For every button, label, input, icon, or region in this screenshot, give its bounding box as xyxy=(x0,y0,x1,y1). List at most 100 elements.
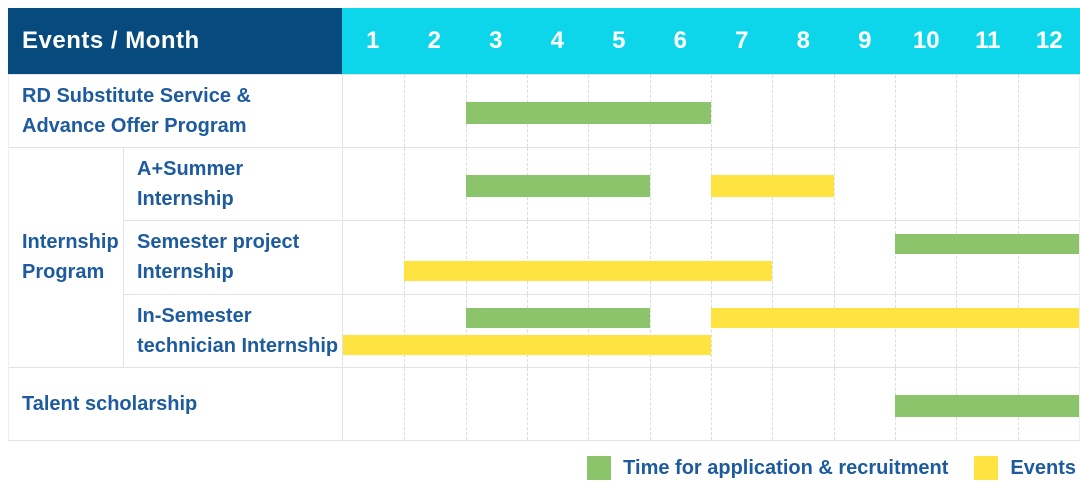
yellow-swatch-icon xyxy=(974,456,999,480)
month-gridline xyxy=(711,75,772,148)
group-label-line: Program xyxy=(22,261,105,284)
row-label-line: technician Internship xyxy=(137,334,339,357)
month-label: 7 xyxy=(735,27,749,54)
month-gridline xyxy=(711,221,772,294)
row-label: Talent scholarship xyxy=(9,367,343,440)
month-gridline xyxy=(895,221,956,294)
month-label: 1 xyxy=(366,27,380,54)
month-gridline xyxy=(527,367,588,440)
month-gridline xyxy=(711,367,772,440)
gantt-bar-green xyxy=(895,234,1079,255)
month-gridline xyxy=(772,221,833,294)
table-header: Events / Month 1 2 3 4 5 6 7 8 9 10 11 12 xyxy=(8,8,1080,74)
month-gridline xyxy=(711,294,772,367)
legend: Time for application & recruitment Event… xyxy=(0,446,1076,490)
month-label: 5 xyxy=(612,27,626,54)
row-timeline xyxy=(343,367,1079,440)
legend-label: Events xyxy=(1010,456,1076,479)
green-swatch-icon xyxy=(587,456,612,480)
month-gridline xyxy=(649,221,711,294)
month-gridline xyxy=(588,367,649,440)
month-gridline xyxy=(465,221,527,294)
group-label-internship-program: Internship Program xyxy=(9,147,124,367)
row-label-line: Advance Offer Program xyxy=(22,115,247,138)
month-gridline xyxy=(956,221,1017,294)
row-timeline xyxy=(343,221,1079,294)
month-gridline xyxy=(956,294,1017,367)
table-row: RD Substitute Service & Advance Offer Pr… xyxy=(9,74,1079,148)
month-label: 3 xyxy=(489,27,503,54)
month-label: 10 xyxy=(912,27,940,54)
month-gridline xyxy=(833,221,895,294)
table-row: A+Summer Internship xyxy=(9,147,1079,221)
month-gridline xyxy=(343,148,404,220)
month-gridline xyxy=(465,367,527,440)
month-gridline xyxy=(649,148,711,221)
header-title: Events / Month xyxy=(8,8,342,74)
month-label: 12 xyxy=(1035,27,1063,54)
row-label-line: RD Substitute Service & xyxy=(22,85,251,108)
table-row: Talent scholarship xyxy=(9,366,1079,440)
month-gridline xyxy=(527,294,588,367)
table-body: RD Substitute Service & Advance Offer Pr… xyxy=(8,74,1080,441)
month-gridline xyxy=(772,367,833,440)
row-label-line: Talent scholarship xyxy=(22,392,198,415)
month-gridline xyxy=(588,221,649,294)
table-row: Semester project Internship xyxy=(9,220,1079,294)
month-gridline xyxy=(649,367,711,440)
row-label: In-Semester technician Internship xyxy=(124,294,343,367)
month-gridline xyxy=(895,148,956,221)
month-gridline xyxy=(404,367,465,440)
month-label: 2 xyxy=(427,27,441,54)
header-title-text: Events / Month xyxy=(22,27,200,54)
month-gridline xyxy=(465,294,527,367)
row-label-line: Internship xyxy=(137,261,234,284)
month-label: 8 xyxy=(796,27,810,54)
month-gridline xyxy=(343,221,404,293)
gantt-bar-yellow xyxy=(404,261,773,282)
month-gridline xyxy=(895,75,956,148)
month-gridline xyxy=(1017,148,1079,221)
month-gridline xyxy=(404,221,465,294)
gantt-bar-green xyxy=(895,394,1079,417)
header-months: 1 2 3 4 5 6 7 8 9 10 11 12 xyxy=(342,8,1080,74)
legend-item-events: Events xyxy=(974,456,1076,480)
month-gridline xyxy=(343,295,404,367)
month-gridline xyxy=(956,75,1017,148)
row-label: A+Summer Internship xyxy=(124,148,343,221)
gantt-bar-yellow xyxy=(711,307,1079,328)
month-gridline xyxy=(1017,294,1079,367)
legend-label: Time for application & recruitment xyxy=(623,456,949,479)
row-label-line: Internship xyxy=(137,188,234,211)
month-gridline xyxy=(772,294,833,367)
gantt-table: Events / Month 1 2 3 4 5 6 7 8 9 10 11 12 RD Substi… xyxy=(8,8,1080,441)
month-gridline xyxy=(527,221,588,294)
month-gridline xyxy=(833,75,895,148)
month-gridline xyxy=(404,75,465,148)
group-label-line: Internship xyxy=(22,231,119,254)
month-gridline xyxy=(588,294,649,367)
month-label: 4 xyxy=(550,27,564,54)
gantt-bar-green xyxy=(465,307,650,328)
month-gridline xyxy=(1017,221,1079,294)
row-label-line: A+Summer xyxy=(137,158,244,181)
month-label: 6 xyxy=(673,27,687,54)
month-gridline xyxy=(1017,75,1079,148)
gantt-bar-green xyxy=(465,102,711,124)
row-label-line: Semester project xyxy=(137,231,300,254)
month-gridline xyxy=(833,367,895,440)
row-timeline xyxy=(343,294,1079,367)
month-gridline xyxy=(343,75,404,147)
gantt-bar-green xyxy=(465,175,650,198)
month-gridline xyxy=(956,148,1017,221)
month-gridline xyxy=(404,294,465,367)
table-row: In-Semester technician Internship xyxy=(9,293,1079,367)
row-label-line: In-Semester xyxy=(137,304,252,327)
month-gridline xyxy=(343,368,404,440)
month-label: 11 xyxy=(975,27,1001,54)
row-timeline xyxy=(343,148,1079,221)
row-label: RD Substitute Service & Advance Offer Pr… xyxy=(9,75,343,148)
row-timeline xyxy=(343,75,1079,148)
gantt-bar-yellow xyxy=(343,334,711,355)
